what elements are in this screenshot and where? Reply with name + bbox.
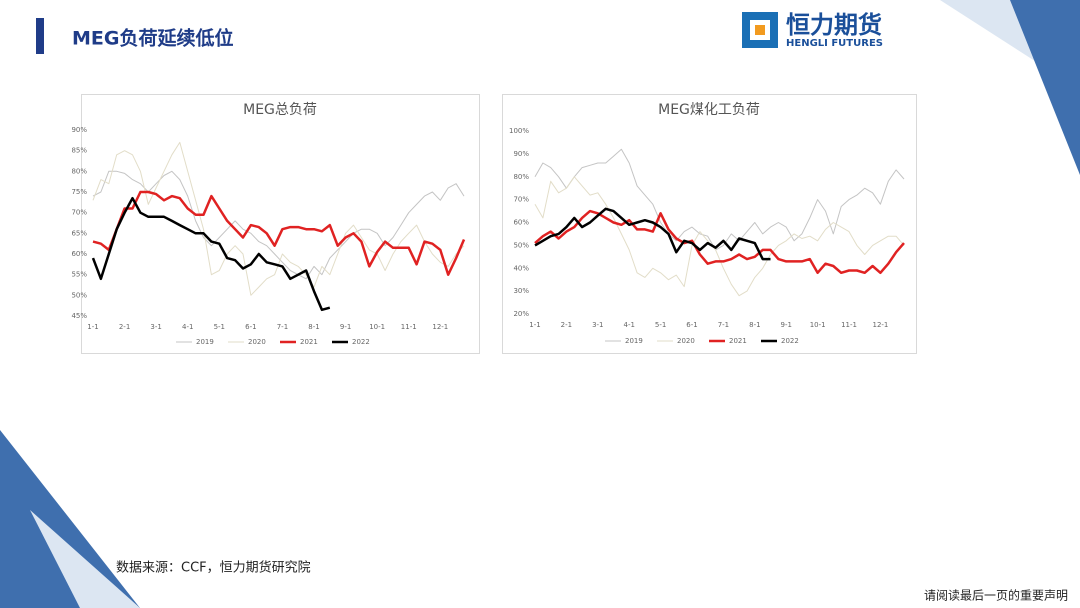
x-tick-label: 8-1	[749, 321, 760, 329]
logo-icon	[742, 12, 778, 48]
x-tick-label: 2-1	[119, 323, 130, 331]
header-bar	[36, 18, 44, 54]
y-tick-label: 90%	[71, 126, 87, 134]
x-tick-label: 9-1	[781, 321, 792, 329]
x-tick-label: 5-1	[214, 323, 225, 331]
series-line	[92, 190, 466, 276]
series-line	[91, 196, 331, 312]
legend-label: 2019	[625, 337, 643, 345]
x-tick-label: 7-1	[718, 321, 729, 329]
y-tick-label: 45%	[71, 312, 87, 320]
x-tick-label: 10-1	[810, 321, 826, 329]
series-line	[534, 209, 905, 275]
series-line	[534, 207, 771, 261]
y-tick-label: 80%	[71, 167, 87, 175]
corner-decoration	[0, 430, 140, 608]
y-tick-label: 85%	[71, 147, 87, 155]
x-tick-label: 1-1	[87, 323, 98, 331]
y-tick-label: 40%	[513, 264, 529, 272]
header-title: MEG负荷延续低位	[72, 27, 233, 50]
series-line	[92, 170, 465, 280]
x-tick-label: 7-1	[277, 323, 288, 331]
legend-label: 2021	[300, 338, 318, 346]
series-line	[534, 148, 905, 251]
x-tick-label: 8-1	[308, 323, 319, 331]
logo-subtitle: HENGLI FUTURES	[786, 38, 883, 49]
y-tick-label: 80%	[513, 173, 529, 181]
y-tick-label: 60%	[513, 219, 529, 227]
x-tick-label: 4-1	[182, 323, 193, 331]
y-tick-label: 50%	[513, 241, 529, 249]
corner-decoration	[1010, 0, 1080, 175]
x-tick-label: 5-1	[655, 321, 666, 329]
legend-label: 2022	[352, 338, 370, 346]
x-tick-label: 9-1	[340, 323, 351, 331]
chart-frame	[81, 94, 480, 354]
x-tick-label: 11-1	[841, 321, 857, 329]
y-tick-label: 75%	[71, 188, 87, 196]
x-tick-label: 12-1	[432, 323, 448, 331]
logo-name: 恒力期货	[786, 11, 882, 39]
legend-label: 2020	[677, 337, 695, 345]
x-tick-label: 2-1	[561, 321, 572, 329]
x-tick-label: 6-1	[686, 321, 697, 329]
x-tick-label: 3-1	[150, 323, 161, 331]
x-tick-label: 11-1	[401, 323, 417, 331]
disclaimer: 请阅读最后一页的重要声明	[924, 588, 1068, 603]
legend-label: 2020	[248, 338, 266, 346]
series-line	[534, 176, 905, 297]
y-tick-label: 70%	[71, 209, 87, 217]
corner-decoration	[30, 510, 140, 608]
legend-label: 2021	[729, 337, 747, 345]
y-tick-label: 70%	[513, 196, 529, 204]
x-tick-label: 6-1	[245, 323, 256, 331]
y-tick-label: 50%	[71, 291, 87, 299]
y-tick-label: 60%	[71, 250, 87, 258]
legend-label: 2022	[781, 337, 799, 345]
x-tick-label: 12-1	[873, 321, 889, 329]
chart-frame	[502, 94, 917, 354]
y-tick-label: 30%	[513, 287, 529, 295]
chart-title: MEG总负荷	[243, 102, 317, 118]
source-note: 数据来源：CCF，恒力期货研究院	[116, 560, 311, 576]
y-tick-label: 90%	[513, 150, 529, 158]
x-tick-label: 3-1	[592, 321, 603, 329]
x-tick-label: 4-1	[623, 321, 634, 329]
chart-title: MEG煤化工负荷	[658, 102, 760, 118]
x-tick-label: 10-1	[369, 323, 385, 331]
y-tick-label: 65%	[71, 229, 87, 237]
y-tick-label: 20%	[513, 310, 529, 318]
x-tick-label: 1-1	[529, 321, 540, 329]
y-tick-label: 55%	[71, 271, 87, 279]
legend-label: 2019	[196, 338, 214, 346]
y-tick-label: 100%	[509, 127, 529, 135]
